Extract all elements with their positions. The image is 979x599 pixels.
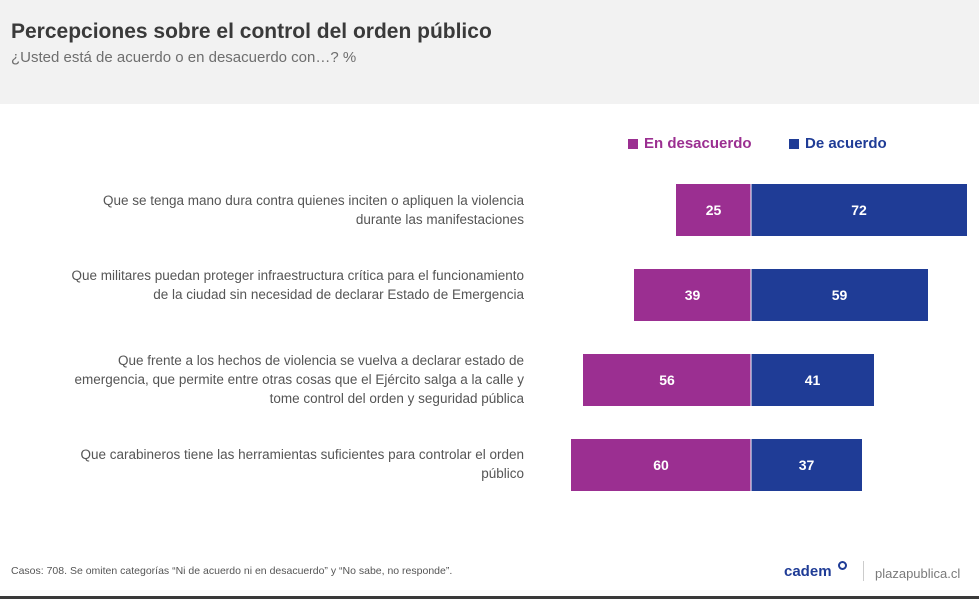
brand-divider bbox=[863, 561, 864, 581]
data-label-desacuerdo-4: 60 bbox=[653, 457, 669, 473]
data-label-acuerdo-4: 37 bbox=[799, 457, 815, 473]
legend-label-desacuerdo: En desacuerdo bbox=[644, 135, 752, 152]
cadem-logo: cadem bbox=[784, 563, 832, 580]
data-label-acuerdo-3: 41 bbox=[805, 372, 821, 388]
bottom-rule bbox=[0, 596, 979, 599]
bar-acuerdo-1 bbox=[751, 184, 967, 236]
bar-desacuerdo-3 bbox=[583, 354, 751, 406]
category-label-2: Que militares puedan proteger infraestru… bbox=[71, 268, 525, 302]
category-label-3: Que frente a los hechos de violencia se … bbox=[74, 353, 525, 406]
legend-item-acuerdo: De acuerdo bbox=[789, 135, 887, 152]
footnote: Casos: 708. Se omiten categorías “Ni de … bbox=[11, 565, 453, 577]
bar-acuerdo-2 bbox=[751, 269, 928, 321]
legend-swatch-desacuerdo bbox=[628, 138, 638, 149]
category-label-1: Que se tenga mano dura contra quienes in… bbox=[102, 193, 524, 227]
plazapublica-logo: plazapublica.cl bbox=[875, 566, 961, 581]
data-label-acuerdo-1: 72 bbox=[851, 202, 867, 218]
data-label-desacuerdo-2: 39 bbox=[685, 287, 701, 303]
data-label-desacuerdo-1: 25 bbox=[706, 202, 722, 218]
category-label-4: Que carabineros tiene las herramientas s… bbox=[80, 447, 525, 481]
legend-swatch-acuerdo bbox=[789, 138, 799, 149]
data-label-acuerdo-2: 59 bbox=[832, 287, 848, 303]
bar-desacuerdo-2 bbox=[634, 269, 751, 321]
bar-desacuerdo-4 bbox=[571, 439, 751, 491]
legend-label-acuerdo: De acuerdo bbox=[805, 135, 887, 152]
chart-subtitle: ¿Usted está de acuerdo o en desacuerdo c… bbox=[11, 49, 357, 66]
legend-item-desacuerdo: En desacuerdo bbox=[628, 135, 752, 152]
data-label-desacuerdo-3: 56 bbox=[659, 372, 675, 388]
bar-desacuerdo-1 bbox=[676, 184, 751, 236]
cadem-logo-dot-icon bbox=[838, 561, 847, 570]
header-band bbox=[0, 0, 979, 104]
bar-acuerdo-3 bbox=[751, 354, 874, 406]
bar-acuerdo-4 bbox=[751, 439, 862, 491]
chart-title: Percepciones sobre el control del orden … bbox=[11, 20, 492, 43]
